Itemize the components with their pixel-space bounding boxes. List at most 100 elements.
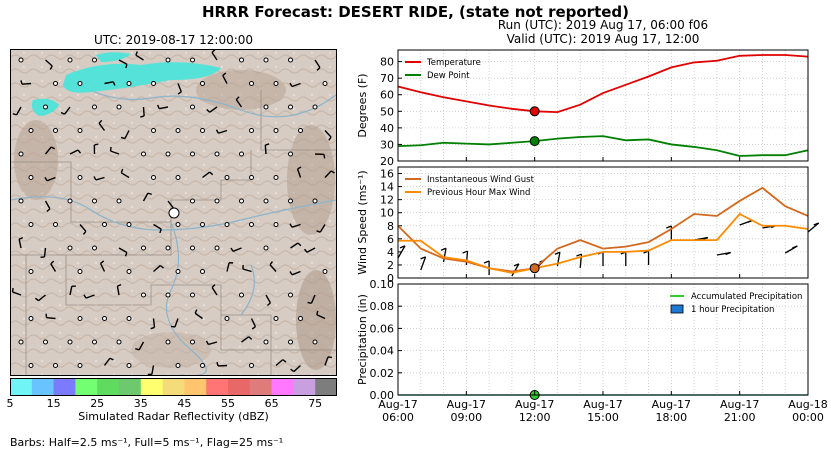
calm-station-dot	[249, 175, 254, 180]
wind-barb	[120, 168, 130, 179]
map-title: UTC: 2019-08-17 12:00:00	[93, 33, 254, 47]
calm-station-dot	[273, 316, 279, 321]
wind-barb	[18, 236, 24, 249]
y-tick-label: 0.06	[370, 322, 395, 335]
calm-station-dot	[151, 128, 156, 133]
calm-station-dot	[77, 175, 83, 180]
y-tick-label: 40	[380, 122, 394, 135]
x-tick-label: 06:00	[382, 411, 414, 424]
calm-station-dot	[77, 81, 83, 86]
wind-barb	[324, 170, 335, 178]
colorbar-tick-label: 75	[308, 397, 322, 410]
series-2-1	[397, 186, 809, 273]
calm-station-dot	[116, 198, 122, 204]
colorbar-swatch	[271, 378, 294, 396]
colorbar-swatch	[10, 378, 33, 396]
wind-barb	[93, 176, 105, 181]
wind-barb	[34, 294, 46, 302]
calm-station-dot	[190, 198, 195, 204]
calm-station-dot	[165, 245, 171, 251]
calm-station-dot	[67, 198, 73, 204]
wind-barb	[264, 143, 270, 155]
wind-barb	[807, 222, 820, 233]
valid-title: Valid (UTC): 2019 Aug 17, 12:00	[506, 32, 700, 46]
legend-label: Instantaneous Wind Gust	[427, 175, 535, 185]
calm-station-dot	[249, 128, 254, 133]
colorbar-swatch	[184, 378, 207, 396]
calm-station-dot	[239, 151, 244, 157]
wind-barb	[69, 149, 82, 155]
calm-station-dot	[273, 222, 279, 227]
y-tick-label: 12	[380, 194, 394, 207]
mountain-shading	[14, 70, 336, 370]
calm-station-dot	[224, 222, 230, 227]
y-tick-label: 14	[380, 181, 394, 194]
calm-station-dot	[312, 339, 318, 345]
calm-station-dot	[165, 292, 171, 298]
colorbar	[10, 378, 337, 396]
wind-barb	[45, 313, 56, 320]
calm-station-dot	[175, 269, 181, 274]
colorbar-swatch	[293, 378, 316, 396]
radar-map	[10, 49, 337, 376]
calm-station-dot	[92, 104, 97, 110]
wind-barb	[250, 318, 257, 330]
calm-station-dot	[28, 128, 34, 133]
calm-station-dot	[175, 175, 181, 180]
wind-barb	[211, 50, 218, 61]
calm-station-dot	[43, 104, 48, 110]
x-tick-label: Aug-17	[378, 398, 417, 411]
wind-barb	[716, 251, 731, 256]
calm-station-dot	[67, 245, 73, 251]
legend-swatch	[670, 304, 684, 314]
wind-barb	[118, 247, 128, 257]
wind-barb	[397, 245, 406, 259]
wind-barb	[324, 130, 332, 141]
calm-station-dot	[151, 175, 156, 180]
wind-barb	[135, 51, 144, 61]
calm-station-dot	[200, 222, 205, 227]
calm-station-dot	[18, 339, 24, 345]
calm-station-dot	[53, 128, 58, 133]
colorbar-swatch	[140, 378, 164, 396]
colorbar-swatch	[206, 378, 229, 396]
wind-barb	[153, 265, 164, 273]
legend: Temperature Dew Point	[405, 58, 481, 81]
calm-station-dot	[288, 198, 293, 204]
wind-barb	[93, 143, 99, 155]
calm-station-dot	[263, 245, 269, 251]
wind-barb	[202, 171, 214, 179]
site-marker	[168, 207, 180, 219]
calm-station-dot	[77, 316, 83, 321]
wind-barb	[289, 270, 301, 276]
current-time-marker	[529, 136, 540, 147]
calm-station-dot	[200, 128, 205, 133]
colorbar-swatch	[53, 378, 76, 396]
run-title: Run (UTC): 2019 Aug 17, 06:00 f06	[497, 18, 709, 32]
radar-map-svg	[11, 50, 336, 375]
calm-station-dot	[263, 57, 269, 63]
wind-barb	[83, 294, 95, 299]
calm-station-dot	[190, 292, 195, 298]
current-time-marker	[529, 263, 540, 274]
wind-barb	[289, 223, 301, 228]
wind-barb	[205, 340, 218, 346]
calm-station-dot	[141, 245, 146, 251]
calm-station-dot	[43, 339, 48, 345]
calm-station-dot	[18, 151, 24, 157]
legend-label: 1 hour Precipitation	[691, 305, 774, 315]
calm-station-dot	[28, 269, 34, 274]
calm-station-dot	[224, 175, 230, 180]
calm-station-dot	[200, 363, 205, 368]
figure-title: HRRR Forecast: DESERT RIDE, (state not r…	[201, 3, 630, 21]
wind-barb	[215, 129, 228, 134]
legend-label: Previous Hour Max Wind	[427, 188, 530, 198]
calm-station-dot	[200, 269, 205, 274]
wind-barb	[290, 242, 302, 249]
calm-station-dot	[249, 222, 254, 227]
y-tick-label: 6	[387, 233, 394, 246]
wind-barb	[135, 341, 145, 351]
colorbar-swatch	[97, 378, 120, 396]
calm-station-dot	[18, 57, 24, 63]
wind-barb	[109, 146, 120, 155]
